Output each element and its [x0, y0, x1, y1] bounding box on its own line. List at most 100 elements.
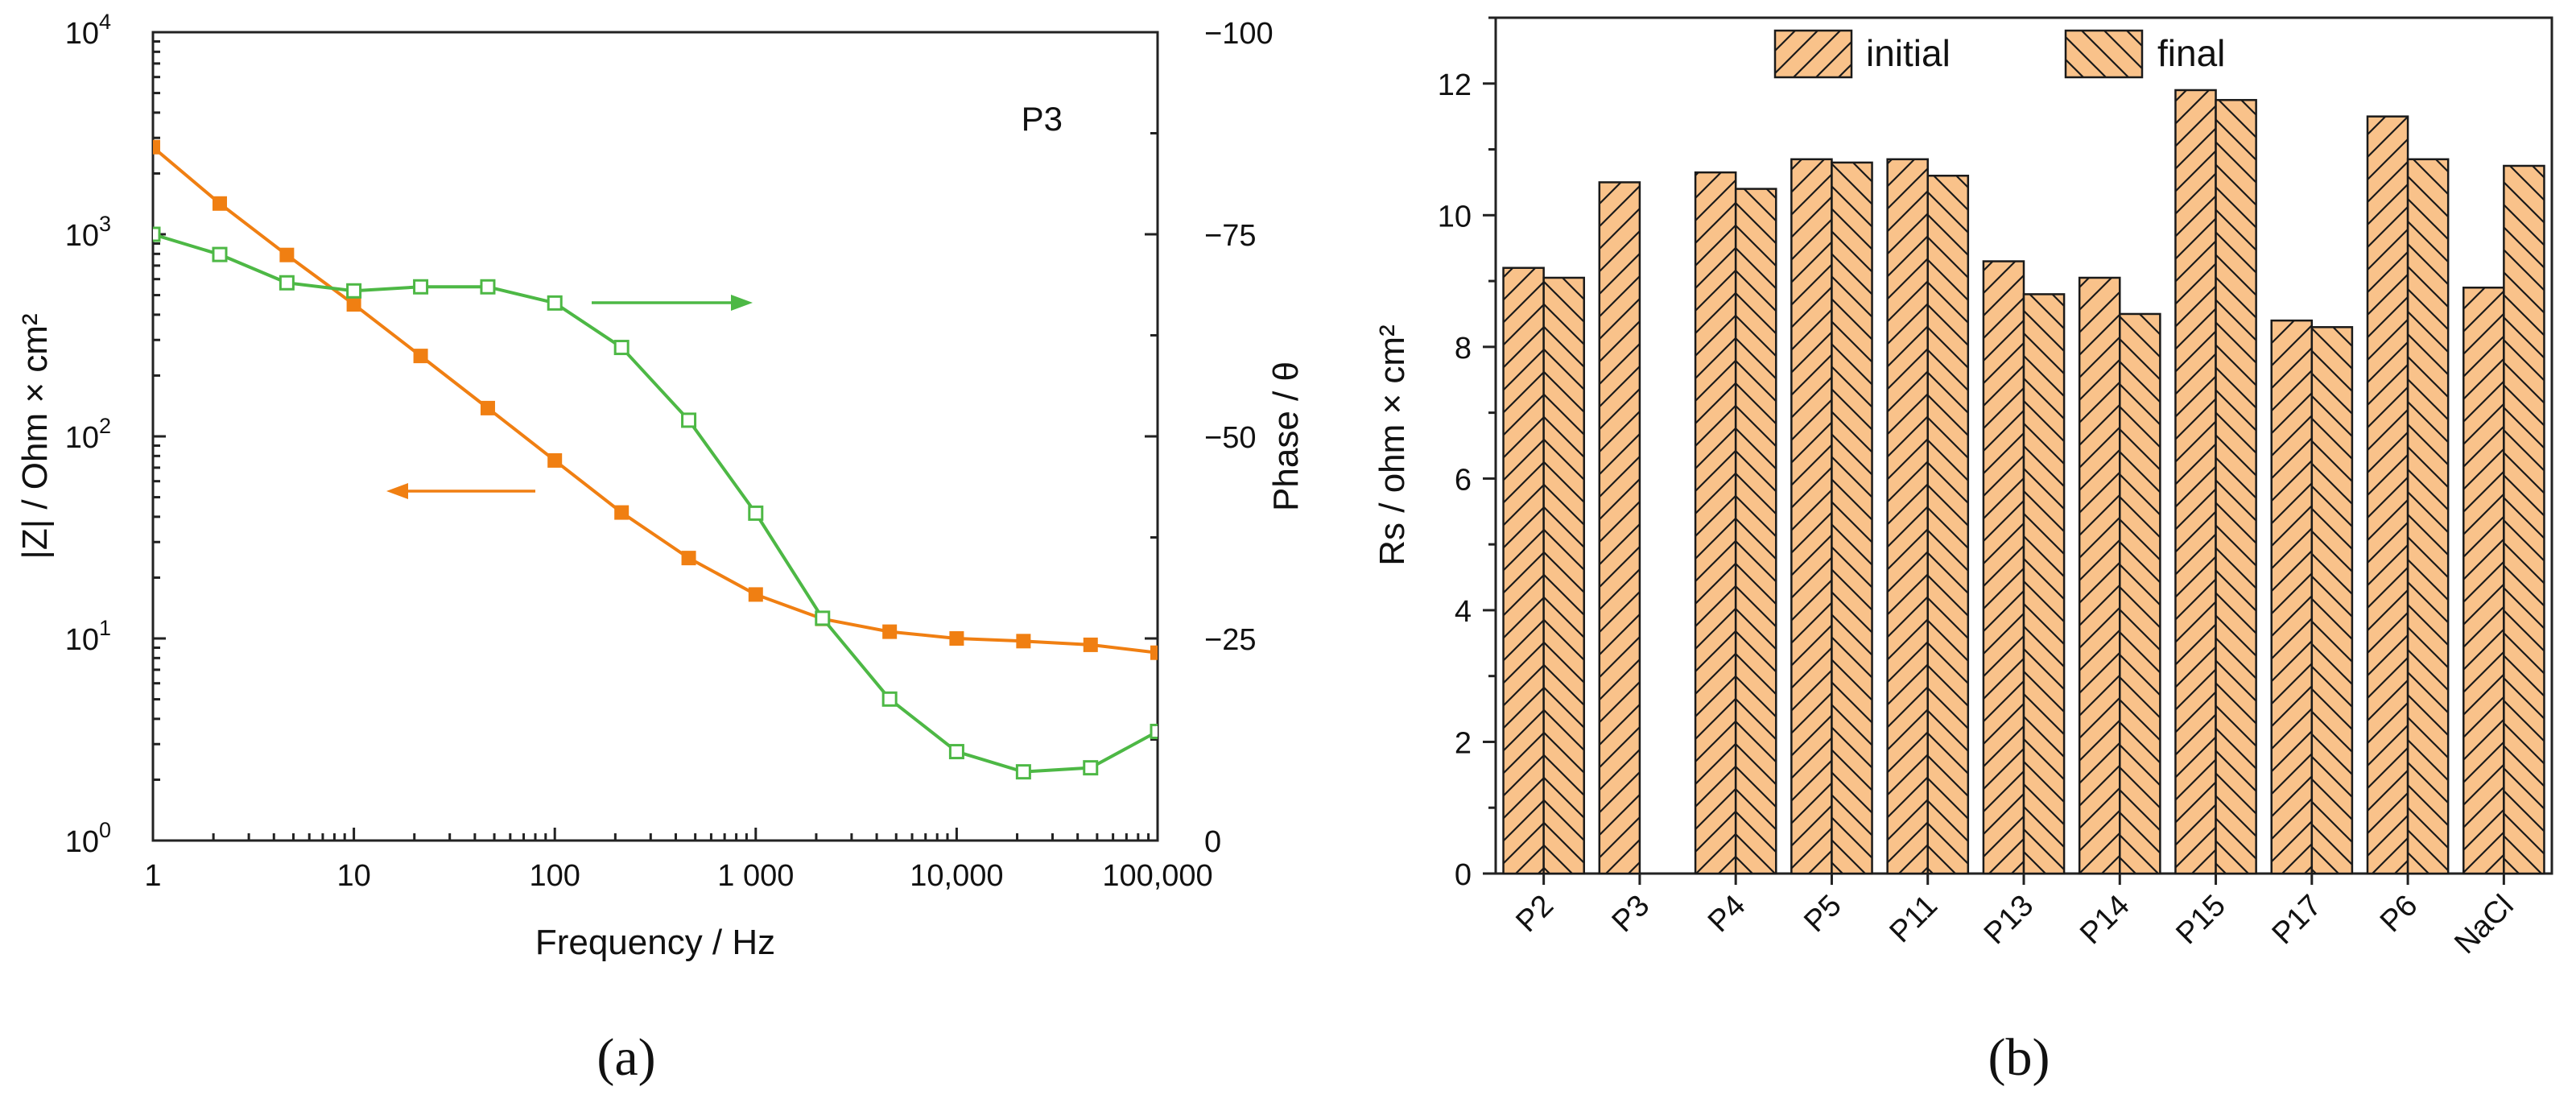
impedance-marker [681, 551, 696, 566]
bar-initial-p4 [1694, 171, 1737, 875]
phase-marker [413, 279, 429, 295]
impedance-marker [1083, 637, 1098, 652]
category-label: P4 [1702, 889, 1752, 940]
bar-initial-p17 [2270, 319, 2314, 875]
impedance-marker [279, 247, 295, 262]
y-tick-label: 12 [1438, 68, 1472, 102]
bar-final-p13 [2022, 293, 2066, 875]
bars-layer [1502, 89, 2545, 875]
plot-frame-a [151, 31, 1159, 842]
phase-marker [279, 275, 295, 291]
panel-b-caption: (b) [1988, 1028, 2050, 1087]
phase-marker [480, 279, 496, 295]
y-tick-label: 101 [65, 616, 111, 657]
panel-a-label: P3 [1022, 100, 1063, 138]
bar-final-p2 [1542, 276, 1585, 875]
impedance-marker [1016, 634, 1031, 649]
phase-marker [1015, 764, 1031, 780]
category-label: P5 [1798, 889, 1848, 940]
bar-initial-p6 [2366, 115, 2409, 875]
impedance-marker [614, 505, 630, 520]
bar-initial-p5 [1790, 158, 1833, 875]
phase-marker [153, 226, 161, 242]
x-tick-label: 10,000 [910, 859, 1003, 893]
impedance-marker [748, 587, 763, 602]
y-axis-title: Rs / ohm × cm² [1373, 324, 1412, 566]
series-layer [153, 139, 1158, 780]
impedance-marker [346, 297, 361, 312]
bar-initial-p11 [1886, 158, 1929, 875]
category-label: P17 [2266, 889, 2329, 952]
bar-final-p15 [2215, 98, 2257, 875]
bar-initial-p15 [2174, 89, 2217, 875]
x-axis-ticks: 1 10 100 1 000 10,000 100,000 [144, 828, 1213, 893]
legend-swatch-final [2064, 29, 2144, 79]
bar-initial-nacl [2462, 287, 2505, 875]
category-label: P15 [2169, 889, 2232, 952]
bar-final-p17 [2310, 326, 2354, 875]
impedance-marker [1150, 645, 1158, 660]
phase-arrow [592, 295, 753, 311]
bar-final-p6 [2406, 158, 2450, 875]
x-tick-label: 100 [529, 859, 580, 893]
legend-swatch-initial [1773, 29, 1853, 79]
category-label: P3 [1606, 889, 1657, 940]
y-tick-label: 103 [65, 212, 111, 253]
phase-marker [881, 691, 898, 707]
impedance-line [153, 146, 1158, 655]
impedance-marker [547, 452, 563, 468]
panel-a-caption: (a) [597, 1028, 655, 1087]
y-tick-label: 2 [1455, 726, 1472, 760]
phase-marker [748, 505, 764, 521]
category-label: NaCl [2448, 889, 2520, 960]
bar-initial-p3 [1598, 181, 1641, 875]
phase-marker [948, 744, 964, 760]
legend-label-final: final [2157, 32, 2225, 74]
impedance-marker [413, 349, 428, 364]
y2-tick-label: 0 [1204, 825, 1221, 859]
category-label: P6 [2374, 889, 2425, 940]
phase-line [153, 233, 1158, 774]
impedance-marker [949, 631, 964, 646]
phase-marker [547, 295, 563, 311]
bar-final-p11 [1926, 174, 1970, 875]
bar-final-p4 [1734, 188, 1777, 875]
y-tick-label: 104 [65, 10, 111, 51]
phase-marker [613, 340, 630, 356]
series-clip-group [153, 139, 1158, 780]
impedance-chart: 1 10 100 1 000 10,000 100,000 100 101 102 103 104… [15, 10, 1306, 1087]
y-tick-label: 6 [1455, 463, 1472, 497]
bar-initial-p13 [1982, 260, 2025, 875]
impedance-marker [212, 196, 227, 211]
y2-tick-label: −100 [1204, 17, 1274, 51]
left-y-axis-title: |Z| / Ohm × cm² [15, 313, 55, 559]
phase-marker [212, 246, 228, 262]
phase-marker [681, 412, 697, 428]
phase-marker [1150, 723, 1158, 739]
right-y-axis-ticks: 0 −25 −50 −75 −100 [1145, 17, 1274, 859]
y2-tick-label: −25 [1204, 623, 1256, 657]
y-axis-ticks: 0 2 4 6 8 10 12 [1438, 16, 1496, 892]
phase-marker [1083, 760, 1099, 776]
y-tick-label: 4 [1455, 595, 1472, 629]
x-axis-title: Frequency / Hz [535, 923, 775, 962]
impedance-arrow [386, 483, 535, 499]
impedance-marker [882, 624, 898, 639]
category-label: P13 [1978, 889, 2041, 952]
bar-final-p14 [2119, 312, 2161, 875]
bar-initial-p2 [1502, 266, 1545, 875]
y2-tick-label: −75 [1204, 219, 1256, 253]
impedance-marker [153, 139, 160, 155]
bar-final-p5 [1831, 161, 1873, 875]
legend: initial final [1773, 29, 2225, 79]
y-tick-label: 100 [65, 818, 111, 859]
category-label: P11 [1884, 889, 1945, 950]
y2-tick-label: −50 [1204, 421, 1256, 455]
y-tick-label: 10 [1438, 200, 1472, 233]
x-tick-label: 1 [144, 859, 161, 893]
category-labels: P2 P3 P4 P5 P11 P13 P14 P15 P17 P6 NaCl [1509, 874, 2520, 960]
impedance-marker [480, 400, 495, 415]
y-tick-label: 8 [1455, 332, 1472, 366]
right-y-axis-title: Phase / θ [1266, 361, 1306, 511]
